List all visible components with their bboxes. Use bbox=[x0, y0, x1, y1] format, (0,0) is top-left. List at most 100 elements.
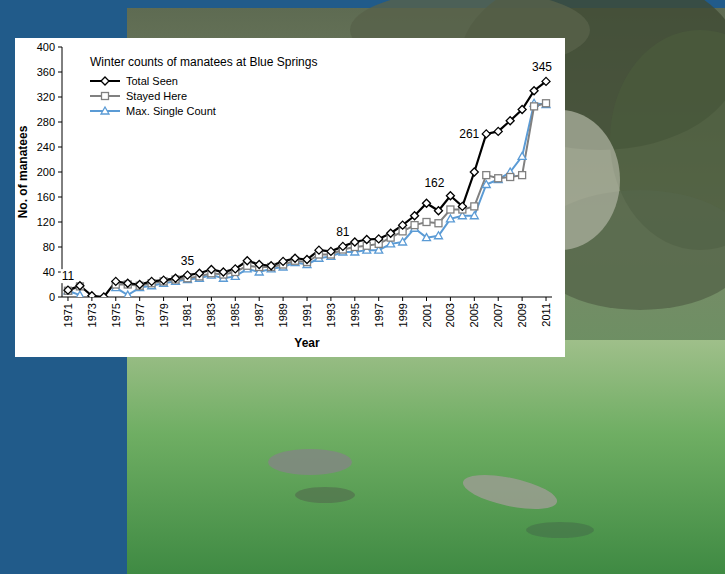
marker-diamond bbox=[351, 238, 359, 246]
y-axis-title: No. of manatees bbox=[16, 125, 30, 218]
x-tick bbox=[354, 297, 355, 301]
x-tick bbox=[546, 297, 547, 301]
marker-diamond bbox=[231, 265, 239, 273]
marker-diamond bbox=[387, 229, 395, 237]
marker-triangle bbox=[423, 234, 431, 241]
annotation-background bbox=[61, 269, 76, 283]
annotation-background bbox=[458, 127, 480, 141]
marker-triangle bbox=[542, 101, 550, 108]
marker-square bbox=[423, 219, 430, 226]
marker-diamond bbox=[64, 286, 72, 294]
x-tick-label: 1981 bbox=[181, 303, 193, 327]
legend-label: Stayed Here bbox=[126, 90, 187, 102]
marker-diamond bbox=[303, 256, 311, 264]
y-tick bbox=[58, 247, 62, 248]
x-tick-label: 1973 bbox=[86, 303, 98, 327]
marker-diamond bbox=[219, 268, 227, 276]
x-tick-label: 1971 bbox=[62, 303, 74, 327]
marker-triangle bbox=[76, 291, 84, 297]
marker-diamond bbox=[399, 221, 407, 229]
x-tick-label: 1997 bbox=[373, 303, 385, 327]
y-tick bbox=[58, 172, 62, 173]
x-tick-label: 1987 bbox=[253, 303, 265, 327]
marker-triangle bbox=[434, 232, 442, 239]
marker-diamond bbox=[183, 271, 191, 279]
y-tick-label: 280 bbox=[37, 116, 55, 128]
marker-square bbox=[483, 172, 490, 179]
y-tick-label: 0 bbox=[49, 291, 55, 303]
x-tick-label: 2007 bbox=[492, 303, 504, 327]
x-tick bbox=[498, 297, 499, 301]
x-tick-label: 2001 bbox=[421, 303, 433, 327]
x-tick-label: 2005 bbox=[468, 303, 480, 327]
marker-diamond bbox=[255, 261, 263, 269]
x-tick-label: 1977 bbox=[134, 303, 146, 327]
marker-triangle bbox=[64, 287, 72, 294]
marker-square bbox=[507, 174, 514, 181]
x-tick bbox=[450, 297, 451, 301]
x-tick bbox=[163, 297, 164, 301]
marker-diamond bbox=[530, 87, 538, 95]
y-tick bbox=[58, 72, 62, 73]
x-tick-label: 2003 bbox=[444, 303, 456, 327]
marker-diamond bbox=[101, 77, 109, 85]
x-tick bbox=[474, 297, 475, 301]
x-tick bbox=[378, 297, 379, 301]
annotation: 261 bbox=[459, 127, 479, 141]
y-tick-label: 80 bbox=[43, 241, 55, 253]
marker-diamond bbox=[76, 282, 84, 290]
y-tick bbox=[58, 147, 62, 148]
x-tick-label: 1975 bbox=[110, 303, 122, 327]
y-tick-label: 200 bbox=[37, 166, 55, 178]
marker-diamond bbox=[279, 257, 287, 265]
annotation: 162 bbox=[424, 176, 444, 190]
annotation: 81 bbox=[336, 225, 350, 239]
marker-square bbox=[495, 175, 502, 182]
marker-triangle bbox=[482, 181, 490, 188]
y-tick-label: 360 bbox=[37, 66, 55, 78]
marker-square bbox=[531, 103, 538, 110]
x-tick-label: 1985 bbox=[229, 303, 241, 327]
marker-diamond bbox=[267, 262, 275, 270]
marker-square bbox=[519, 172, 526, 179]
annotation-background bbox=[180, 254, 196, 268]
marker-diamond bbox=[124, 279, 132, 287]
chart-panel bbox=[15, 38, 565, 357]
annotation-background bbox=[423, 176, 445, 190]
series-line bbox=[68, 103, 546, 295]
marker-triangle bbox=[124, 291, 132, 297]
marker-diamond bbox=[315, 246, 323, 254]
y-tick bbox=[58, 47, 62, 48]
photo-shadow bbox=[526, 522, 594, 538]
marker-square bbox=[411, 222, 418, 229]
x-tick-label: 2011 bbox=[540, 303, 552, 327]
x-tick-label: 1989 bbox=[277, 303, 289, 327]
y-tick-label: 120 bbox=[37, 216, 55, 228]
marker-square bbox=[447, 206, 454, 213]
marker-square bbox=[543, 100, 550, 107]
marker-diamond bbox=[136, 281, 144, 289]
marker-diamond bbox=[339, 242, 347, 250]
x-tick bbox=[187, 297, 188, 301]
y-tick bbox=[58, 122, 62, 123]
x-tick bbox=[402, 297, 403, 301]
photo-manatee bbox=[268, 449, 352, 475]
y-tick-label: 320 bbox=[37, 91, 55, 103]
x-tick-label: 1983 bbox=[205, 303, 217, 327]
x-tick-label: 2009 bbox=[516, 303, 528, 327]
marker-square bbox=[471, 203, 478, 210]
annotation: 35 bbox=[181, 254, 195, 268]
x-tick-label: 1993 bbox=[325, 303, 337, 327]
marker-diamond bbox=[291, 254, 299, 262]
y-tick bbox=[58, 222, 62, 223]
y-tick-label: 240 bbox=[37, 141, 55, 153]
x-tick bbox=[426, 297, 427, 301]
x-tick bbox=[259, 297, 260, 301]
y-tick-label: 160 bbox=[37, 191, 55, 203]
marker-diamond bbox=[542, 77, 550, 85]
annotation: 345 bbox=[532, 60, 552, 74]
marker-triangle bbox=[101, 107, 109, 114]
x-tick-label: 1979 bbox=[158, 303, 170, 327]
legend-label: Total Seen bbox=[126, 75, 178, 87]
annotation-background bbox=[531, 60, 553, 74]
